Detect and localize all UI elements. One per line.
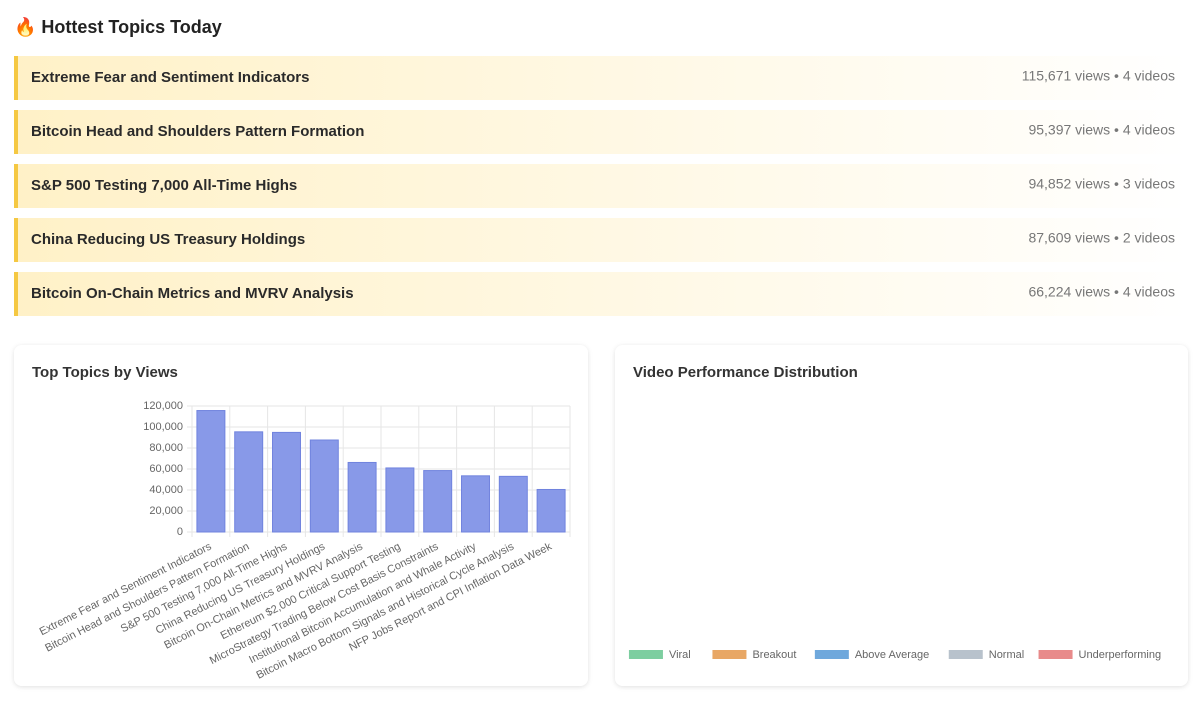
bar: [536, 488, 566, 533]
panel-title: Top Topics by Views: [32, 364, 178, 381]
topic-stats: 95,397 views • 4 videos: [1028, 122, 1175, 138]
topic-row: [14, 272, 1188, 316]
bar: [234, 431, 264, 533]
legend-swatch: [712, 650, 747, 659]
topic-accent: [14, 164, 18, 208]
topic-stats: 94,852 views • 3 videos: [1028, 176, 1175, 192]
bar: [385, 467, 415, 533]
topic-accent: [14, 110, 18, 154]
legend-label: Underperforming: [1079, 649, 1162, 661]
topic-row: [14, 110, 1188, 154]
legend-label: Breakout: [752, 649, 796, 661]
bar: [272, 431, 301, 533]
topic-name: Extreme Fear and Sentiment Indicators: [31, 69, 309, 86]
y-tick-label: 80,000: [149, 442, 183, 454]
bar: [347, 461, 377, 533]
y-tick-label: 100,000: [143, 421, 183, 433]
bar: [423, 470, 453, 533]
panel: [615, 345, 1188, 686]
topic-stats: 66,224 views • 4 videos: [1028, 284, 1175, 300]
legend-label: Viral: [669, 649, 691, 661]
topic-accent: [14, 272, 18, 316]
topic-stats: 115,671 views • 4 videos: [1022, 68, 1175, 84]
panel: [14, 345, 588, 686]
topic-name: China Reducing US Treasury Holdings: [31, 231, 305, 248]
topic-name: Bitcoin Head and Shoulders Pattern Forma…: [31, 123, 364, 140]
bar: [196, 410, 226, 533]
topic-stats: 87,609 views • 2 videos: [1028, 230, 1175, 246]
topic-name: S&P 500 Testing 7,000 All-Time Highs: [31, 177, 297, 194]
bar: [461, 475, 490, 533]
legend-swatch: [814, 650, 849, 659]
y-tick-label: 40,000: [149, 484, 183, 496]
page-title: 🔥 Hottest Topics Today: [14, 16, 222, 37]
topic-row: [14, 218, 1188, 262]
topic-row: [14, 56, 1188, 100]
y-tick-label: 60,000: [149, 463, 183, 475]
panel-title: Video Performance Distribution: [633, 364, 858, 381]
legend-label: Normal: [989, 649, 1024, 661]
topic-accent: [14, 56, 18, 100]
y-tick-label: 20,000: [149, 505, 183, 517]
bar: [498, 475, 528, 533]
legend-swatch: [628, 650, 663, 659]
topic-row: [14, 164, 1188, 208]
topic-accent: [14, 218, 18, 262]
legend-swatch: [948, 650, 983, 659]
legend-label: Above Average: [855, 649, 929, 661]
y-tick-label: 0: [177, 526, 183, 538]
y-tick-label: 120,000: [143, 400, 183, 412]
legend-swatch: [1038, 650, 1073, 659]
topic-name: Bitcoin On-Chain Metrics and MVRV Analys…: [31, 285, 354, 302]
bar: [309, 439, 339, 533]
